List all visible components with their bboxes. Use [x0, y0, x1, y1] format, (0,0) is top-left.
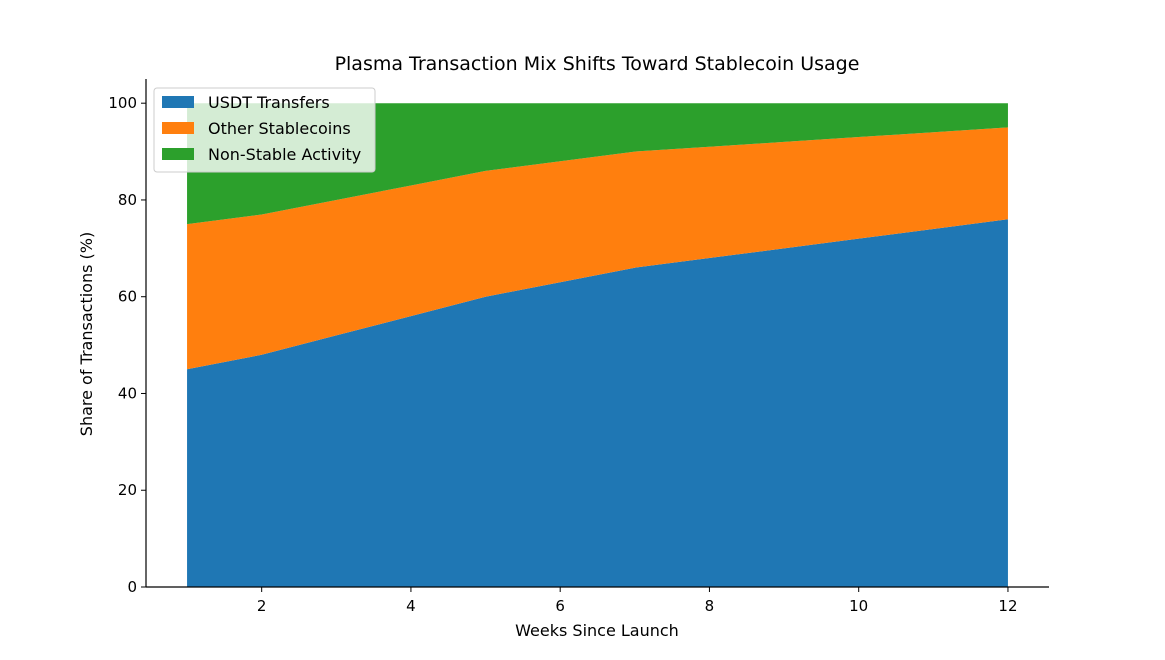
legend-box	[153, 87, 376, 173]
area-series-0	[187, 219, 1008, 588]
x-tick-label: 12	[998, 597, 1017, 615]
x-tick-label: 6	[555, 597, 565, 615]
chart-title: Plasma Transaction Mix Shifts Toward Sta…	[335, 53, 860, 75]
axes	[145, 79, 1049, 588]
y-tick-label: 80	[118, 191, 137, 209]
legend-swatch	[162, 96, 194, 108]
legend-label: Non-Stable Activity	[208, 145, 361, 164]
x-tick-label: 10	[849, 597, 868, 615]
y-tick-label: 0	[127, 578, 137, 596]
y-tick-label: 60	[118, 288, 137, 306]
legend-label: Other Stablecoins	[208, 119, 351, 138]
x-ticks: 2 4 6 8 10 12	[257, 587, 1018, 615]
y-tick-label: 40	[118, 384, 137, 402]
legend-swatch	[162, 148, 194, 160]
legend-swatch	[162, 122, 194, 134]
legend-label: USDT Transfers	[208, 93, 330, 112]
y-ticks: 0 20 40 60 80 100	[108, 94, 146, 596]
area-layers	[187, 103, 1008, 588]
area-series-2	[187, 103, 1008, 225]
x-tick-label: 8	[705, 597, 715, 615]
y-axis-label: Share of Transactions (%)	[77, 232, 96, 436]
y-tick-label: 100	[108, 94, 137, 112]
y-tick-label: 20	[118, 481, 137, 499]
area-series-1	[187, 127, 1008, 370]
x-tick-label: 4	[406, 597, 416, 615]
x-axis-label: Weeks Since Launch	[515, 621, 679, 640]
x-tick-label: 2	[257, 597, 267, 615]
legend: USDT Transfers Other Stablecoins Non-Stabl…	[153, 87, 376, 173]
